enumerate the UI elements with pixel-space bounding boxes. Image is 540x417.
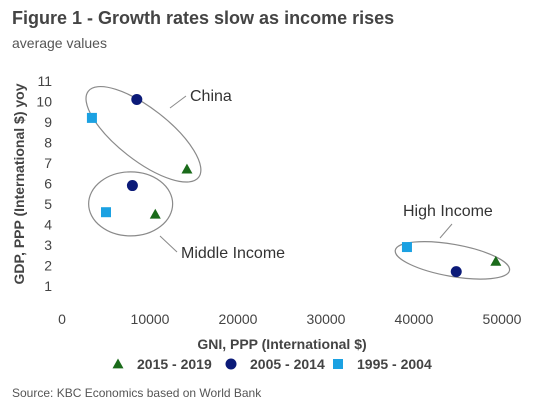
high-income-label: High Income xyxy=(403,203,493,220)
axes: 1 2 3 4 5 6 7 8 9 10 11 0 10000 20000 30000 40000 50000 G… xyxy=(11,73,522,352)
y-tick-label: 5 xyxy=(44,196,52,212)
china-label: China xyxy=(190,88,232,105)
middle-income-ellipse xyxy=(88,171,174,237)
point-circle xyxy=(126,180,138,192)
point-square xyxy=(101,207,111,218)
point-circle xyxy=(225,358,237,370)
y-tick-label: 3 xyxy=(44,237,52,253)
point-square xyxy=(401,242,412,253)
legend-label: 2005 - 2014 xyxy=(250,356,325,372)
data-points xyxy=(86,93,502,278)
y-tick-label: 4 xyxy=(44,217,52,233)
legend-label: 1995 - 2004 xyxy=(357,356,432,372)
y-axis-label: GDP, PPP (International $) yoy xyxy=(11,83,27,284)
y-tick-label: 6 xyxy=(44,176,52,192)
y-tick-label: 1 xyxy=(44,278,52,294)
legend: 2015 - 2019 2005 - 2014 1995 - 2004 xyxy=(112,356,432,372)
y-tick-label: 9 xyxy=(44,114,52,130)
x-axis-label: GNI, PPP (International $) xyxy=(197,336,366,352)
x-tick-label: 10000 xyxy=(131,311,170,327)
point-circle xyxy=(131,93,143,105)
point-triangle xyxy=(149,208,161,219)
point-triangle xyxy=(112,358,124,369)
y-tick-label: 7 xyxy=(44,155,52,171)
group-ellipses: China Middle Income High Income xyxy=(85,85,511,280)
x-tick-label: 30000 xyxy=(307,311,346,327)
leader-line xyxy=(169,95,187,109)
chart-title: Figure 1 - Growth rates slow as income r… xyxy=(12,8,395,28)
high-income-ellipse xyxy=(394,241,511,280)
x-tick-label: 40000 xyxy=(395,311,434,327)
y-tick-label: 2 xyxy=(44,258,52,274)
point-square xyxy=(86,112,97,123)
point-square xyxy=(333,359,343,369)
y-tick-label: 10 xyxy=(36,94,52,110)
middle-income-label: Middle Income xyxy=(181,245,285,262)
legend-label: 2015 - 2019 xyxy=(137,356,212,372)
chart-subtitle: average values xyxy=(12,35,107,51)
point-triangle xyxy=(490,255,502,266)
x-tick-label: 20000 xyxy=(219,311,258,327)
source-note: Source: KBC Economics based on World Ban… xyxy=(12,386,262,400)
china-ellipse xyxy=(85,85,202,183)
leader-line xyxy=(439,223,453,239)
x-tick-label: 0 xyxy=(58,311,66,327)
point-circle xyxy=(450,266,462,278)
leader-line xyxy=(159,235,178,253)
x-tick-label: 50000 xyxy=(483,311,522,327)
point-triangle xyxy=(181,163,193,174)
y-tick-label: 11 xyxy=(37,73,52,89)
y-tick-label: 8 xyxy=(44,135,52,151)
